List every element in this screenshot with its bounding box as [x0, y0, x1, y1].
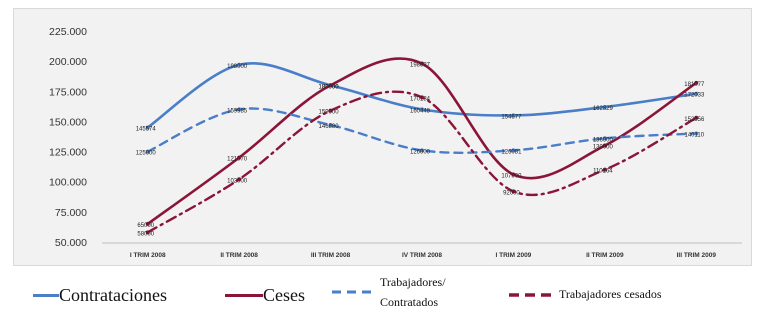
- x-tick-label: IV TRIM 2008: [402, 252, 442, 259]
- series-line-1: [146, 57, 698, 226]
- data-label: 159985: [227, 108, 248, 114]
- data-point: [420, 107, 424, 112]
- legend: Contrataciones Ceses Trabajadores/ Contr…: [0, 268, 758, 324]
- data-point: [511, 148, 516, 153]
- data-label: 65000: [137, 223, 154, 229]
- x-tick-label: III TRIM 2008: [311, 252, 351, 259]
- data-label: 140110: [684, 132, 704, 138]
- line-chart: 225.000 200.000 175.000 150.000 125.000 100.0…: [49, 26, 742, 259]
- data-point: [237, 107, 242, 112]
- data-label: 102000: [227, 178, 248, 184]
- legend-item-trabajadores-contratados: Trabajadores/ Contratados: [330, 272, 446, 312]
- data-label: 154677: [501, 114, 522, 120]
- legend-label-ceses: Ceses: [263, 285, 305, 305]
- data-point: [145, 125, 150, 130]
- data-point: [328, 108, 333, 113]
- y-tick-label: 175.000: [49, 86, 87, 98]
- data-label: 58000: [137, 231, 154, 237]
- x-tick-label: I TRIM 2009: [496, 252, 532, 259]
- data-label: 107000: [501, 173, 522, 179]
- legend-item-trabajadores-cesados: Trabajadores cesados: [507, 287, 662, 302]
- y-tick-label: 200.000: [49, 56, 87, 68]
- legend-line-trabajadores-contratados: [332, 290, 372, 294]
- data-label: 198000: [227, 64, 248, 70]
- legend-label-trabajadores-cesados: Trabajadores cesados: [559, 287, 662, 301]
- chart-area: 225.000 200.000 175.000 150.000 125.000 100.0…: [13, 8, 752, 266]
- y-tick-label: 75.000: [55, 207, 87, 219]
- data-label: 181077: [684, 82, 705, 88]
- data-point: [694, 80, 699, 85]
- data-label: 110164: [593, 169, 613, 175]
- data-label: 172033: [684, 93, 705, 99]
- legend-label-trabajadores-line2: Contratados: [380, 295, 438, 309]
- data-label: 159000: [319, 110, 340, 116]
- legend-line-contrataciones: [33, 294, 59, 297]
- data-point: [602, 136, 607, 141]
- data-label: 170134: [410, 96, 431, 102]
- data-point: [694, 131, 699, 136]
- data-point: [237, 155, 242, 160]
- data-label: 146880: [319, 124, 340, 130]
- x-tick-label: I TRIM 2008: [130, 252, 166, 259]
- data-point: [328, 123, 333, 128]
- y-tick-label: 150.000: [49, 116, 87, 128]
- series-line-2: [146, 107, 698, 154]
- data-label: 126081: [501, 149, 522, 155]
- y-tick-label: 125.000: [49, 147, 87, 159]
- data-label: 136000: [593, 137, 614, 143]
- legend-item-contrataciones: Contrataciones: [33, 285, 167, 306]
- data-label: 198027: [410, 63, 431, 69]
- data-point: [145, 230, 150, 235]
- data-point: [694, 115, 699, 120]
- data-point: [420, 148, 424, 153]
- y-tick-label: 50.000: [55, 237, 87, 249]
- data-point: [145, 149, 150, 154]
- legend-line-trabajadores-cesados: [509, 292, 551, 297]
- data-point: [602, 143, 607, 148]
- legend-line-ceses: [225, 294, 263, 297]
- x-tick-label: II TRIM 2009: [586, 252, 624, 259]
- data-label: 130000: [593, 145, 614, 151]
- data-point: [237, 62, 242, 67]
- legend-item-ceses: Ceses: [225, 285, 305, 306]
- data-point: [237, 177, 242, 182]
- y-tick-label: 225.000: [49, 26, 87, 38]
- data-label: 126000: [410, 149, 431, 155]
- y-tick-label: 100.000: [49, 177, 87, 189]
- x-tick-label: II TRIM 2008: [220, 252, 258, 259]
- data-point: [420, 61, 424, 66]
- data-point: [511, 172, 516, 177]
- x-tick-label: III TRIM 2009: [677, 252, 717, 259]
- data-point: [511, 113, 516, 118]
- data-label: 160448: [410, 108, 431, 114]
- legend-label-trabajadores-line1: Trabajadores/: [380, 275, 446, 289]
- data-label: 180000: [319, 84, 340, 90]
- data-label: 162829: [593, 106, 614, 112]
- data-point: [694, 91, 699, 96]
- legend-label-contrataciones: Contrataciones: [59, 285, 167, 305]
- data-point: [602, 167, 607, 172]
- data-label: 121070: [227, 157, 248, 163]
- data-point: [145, 221, 150, 226]
- data-label: 145574: [136, 126, 157, 132]
- data-point: [511, 189, 516, 194]
- data-point: [328, 83, 333, 88]
- data-point: [420, 95, 424, 100]
- data-label: 125000: [136, 151, 157, 157]
- data-label: 92000: [503, 190, 520, 196]
- data-point: [602, 104, 607, 109]
- data-label: 152856: [684, 117, 705, 123]
- legend-label-trabajadores-contratados: Trabajadores/ Contratados: [380, 272, 446, 312]
